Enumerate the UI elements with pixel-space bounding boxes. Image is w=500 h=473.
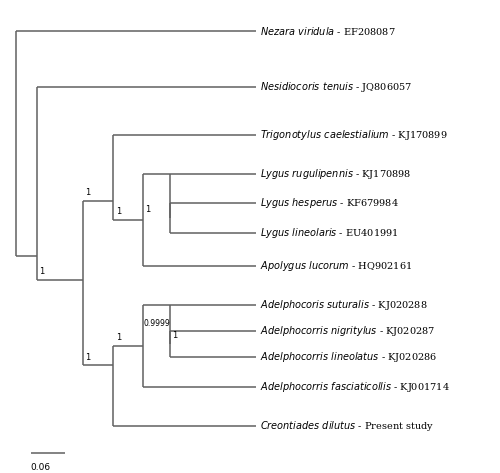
Text: 1: 1: [85, 188, 90, 197]
Text: $\it{Lygus\ lineolaris}$ - EU401991: $\it{Lygus\ lineolaris}$ - EU401991: [260, 226, 399, 240]
Text: 1: 1: [38, 267, 44, 276]
Text: $\it{Creontiades\ dilutus}$ - Present study: $\it{Creontiades\ dilutus}$ - Present st…: [260, 419, 434, 433]
Text: 0.9999: 0.9999: [144, 319, 171, 328]
Text: $\it{Nezara\ viridula}$ - EF208087: $\it{Nezara\ viridula}$ - EF208087: [260, 25, 396, 37]
Text: $\it{Apolygus\ lucorum}$ - HQ902161: $\it{Apolygus\ lucorum}$ - HQ902161: [260, 259, 412, 273]
Text: 1: 1: [116, 333, 121, 342]
Text: 0.06: 0.06: [31, 463, 51, 472]
Text: $\it{Adelphocoris\ suturalis}$ - KJ020288: $\it{Adelphocoris\ suturalis}$ - KJ02028…: [260, 298, 428, 312]
Text: $\it{Trigonotylus\ caelestialium}$ - KJ170899: $\it{Trigonotylus\ caelestialium}$ - KJ1…: [260, 128, 448, 142]
Text: $\it{Nesidiocoris\ tenuis}$ - JQ806057: $\it{Nesidiocoris\ tenuis}$ - JQ806057: [260, 79, 412, 94]
Text: $\it{Adelphocorris\ fasciaticollis}$ - KJ001714: $\it{Adelphocorris\ fasciaticollis}$ - K…: [260, 380, 450, 394]
Text: $\it{Adelphocorris\ lineolatus}$ - KJ020286: $\it{Adelphocorris\ lineolatus}$ - KJ020…: [260, 350, 438, 364]
Text: $\it{Lygus\ rugulipennis}$ - KJ170898: $\it{Lygus\ rugulipennis}$ - KJ170898: [260, 166, 412, 181]
Text: $\it{Adelphocorris\ nigritylus}$ - KJ020287: $\it{Adelphocorris\ nigritylus}$ - KJ020…: [260, 324, 436, 338]
Text: 1: 1: [85, 353, 90, 362]
Text: $\it{Lygus\ hesperus}$ - KF679984: $\it{Lygus\ hesperus}$ - KF679984: [260, 196, 399, 210]
Text: 1: 1: [145, 205, 150, 214]
Text: 1: 1: [116, 207, 121, 216]
Text: 1: 1: [172, 332, 178, 341]
